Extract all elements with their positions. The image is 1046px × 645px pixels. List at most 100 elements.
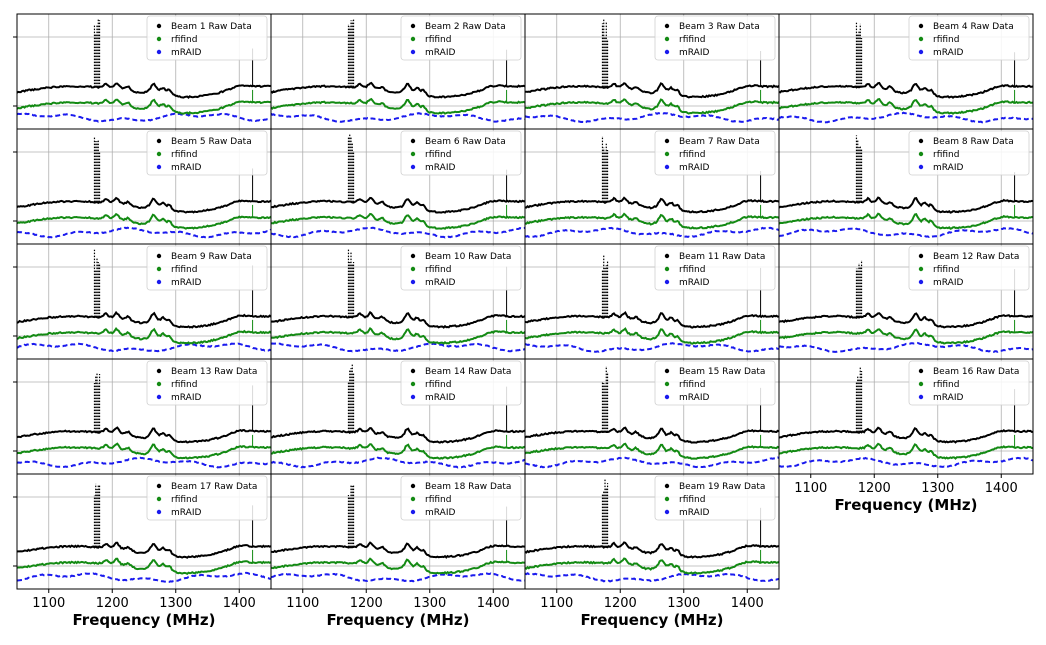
legend-marker <box>410 368 416 374</box>
panel-beam-3: Beam 3 Raw Data rfifind mRAID <box>524 13 780 130</box>
legend-label-raw: Beam 14 Raw Data <box>425 367 511 377</box>
legend: Beam 15 Raw Data rfifind mRAID <box>654 360 776 406</box>
legend: Beam 9 Raw Data rfifind mRAID <box>146 245 268 291</box>
panel-beam-15: Beam 15 Raw Data rfifind mRAID <box>524 358 780 475</box>
legend-marker <box>918 253 924 259</box>
legend-marker <box>918 151 924 157</box>
legend-marker <box>156 394 162 400</box>
x-tick-label: 1400 <box>731 596 764 611</box>
legend-marker <box>410 266 416 272</box>
legend-label-rfifind: rfifind <box>933 150 959 160</box>
legend-label-raw: Beam 4 Raw Data <box>933 22 1014 32</box>
legend-marker <box>156 368 162 374</box>
rfifind-series <box>270 212 526 230</box>
legend-label-raw: Beam 13 Raw Data <box>171 367 257 377</box>
legend: Beam 4 Raw Data rfifind mRAID <box>908 15 1030 61</box>
legend-label-mraid: mRAID <box>933 278 963 288</box>
legend-box <box>146 130 268 176</box>
legend-marker <box>156 164 162 170</box>
rfifind-series <box>778 442 1033 460</box>
legend-label-rfifind: rfifind <box>425 150 451 160</box>
legend-marker <box>918 381 924 387</box>
mraid-series <box>270 342 526 353</box>
legend-label-rfifind: rfifind <box>679 265 705 275</box>
rfifind-series <box>524 557 780 575</box>
rfifind-series <box>270 557 526 575</box>
mraid-series <box>524 572 780 583</box>
raw-series <box>270 541 526 559</box>
legend-label-mraid: mRAID <box>425 508 455 518</box>
legend-label-mraid: mRAID <box>171 48 201 58</box>
legend-marker <box>664 381 670 387</box>
legend-marker <box>664 368 670 374</box>
legend-marker <box>410 509 416 515</box>
legend: Beam 19 Raw Data rfifind mRAID <box>654 475 776 521</box>
legend-label-mraid: mRAID <box>171 393 201 403</box>
legend: Beam 2 Raw Data rfifind mRAID <box>400 15 522 61</box>
mraid-series <box>16 112 272 123</box>
legend-label-mraid: mRAID <box>171 278 201 288</box>
legend-label-raw: Beam 1 Raw Data <box>171 22 252 32</box>
legend-marker <box>664 279 670 285</box>
raw-series <box>524 426 780 444</box>
legend-label-mraid: mRAID <box>679 48 709 58</box>
mraid-series <box>16 342 272 353</box>
legend-marker <box>918 138 924 144</box>
mraid-series <box>778 111 1034 124</box>
panel-beam-11: Beam 11 Raw Data rfifind mRAID <box>524 243 780 360</box>
panel-beam-10: Beam 10 Raw Data rfifind mRAID <box>270 243 526 360</box>
x-axis-label: Frequency (MHz) <box>73 611 216 629</box>
mraid-series <box>270 112 526 123</box>
legend-label-rfifind: rfifind <box>679 380 705 390</box>
panel-beam-6: Beam 6 Raw Data rfifind mRAID <box>270 128 526 245</box>
panel-beam-5: Beam 5 Raw Data rfifind mRAID <box>13 128 272 245</box>
legend-marker <box>156 496 162 502</box>
legend-marker <box>664 483 670 489</box>
x-tick-label: 1200 <box>858 481 891 496</box>
legend-label-mraid: mRAID <box>933 393 963 403</box>
legend-marker <box>410 381 416 387</box>
legend-marker <box>410 394 416 400</box>
x-axis-label: Frequency (MHz) <box>327 611 470 629</box>
legend: Beam 14 Raw Data rfifind mRAID <box>400 360 522 406</box>
panel-beam-19: Beam 19 Raw Data rfifind mRAID 1100 1200 1300… <box>524 473 780 629</box>
raw-series <box>525 82 780 99</box>
rfifind-series <box>16 326 272 345</box>
legend-label-rfifind: rfifind <box>171 265 197 275</box>
legend-marker <box>918 23 924 29</box>
legend-label-raw: Beam 8 Raw Data <box>933 137 1014 147</box>
legend-marker <box>918 368 924 374</box>
rfifind-series <box>270 326 526 345</box>
raw-series <box>270 196 526 214</box>
raw-series <box>270 310 526 329</box>
legend-marker <box>156 23 162 29</box>
mraid-series <box>779 456 1034 469</box>
legend-box <box>146 475 268 521</box>
legend-marker <box>664 394 670 400</box>
rfifind-series <box>270 97 526 115</box>
mraid-series <box>270 572 526 583</box>
legend-marker <box>664 36 670 42</box>
legend-marker <box>918 394 924 400</box>
legend-marker <box>156 151 162 157</box>
legend-marker <box>410 151 416 157</box>
legend-label-raw: Beam 2 Raw Data <box>425 22 506 32</box>
legend-marker <box>664 23 670 29</box>
x-tick-label: 1100 <box>286 596 319 611</box>
legend-label-mraid: mRAID <box>679 278 709 288</box>
legend-box <box>400 360 522 406</box>
raw-series <box>778 196 1034 214</box>
legend-label-mraid: mRAID <box>171 163 201 173</box>
mraid-series <box>524 342 780 353</box>
raw-series <box>524 311 779 329</box>
legend-label-mraid: mRAID <box>425 393 455 403</box>
legend-label-raw: Beam 9 Raw Data <box>171 252 252 262</box>
legend-box <box>908 245 1030 291</box>
legend-box <box>654 360 776 406</box>
x-tick-label: 1400 <box>477 596 510 611</box>
legend-label-raw: Beam 12 Raw Data <box>933 252 1019 262</box>
legend-label-mraid: mRAID <box>679 393 709 403</box>
legend-marker <box>918 266 924 272</box>
legend-box <box>908 15 1030 61</box>
x-tick-label: 1300 <box>159 596 192 611</box>
